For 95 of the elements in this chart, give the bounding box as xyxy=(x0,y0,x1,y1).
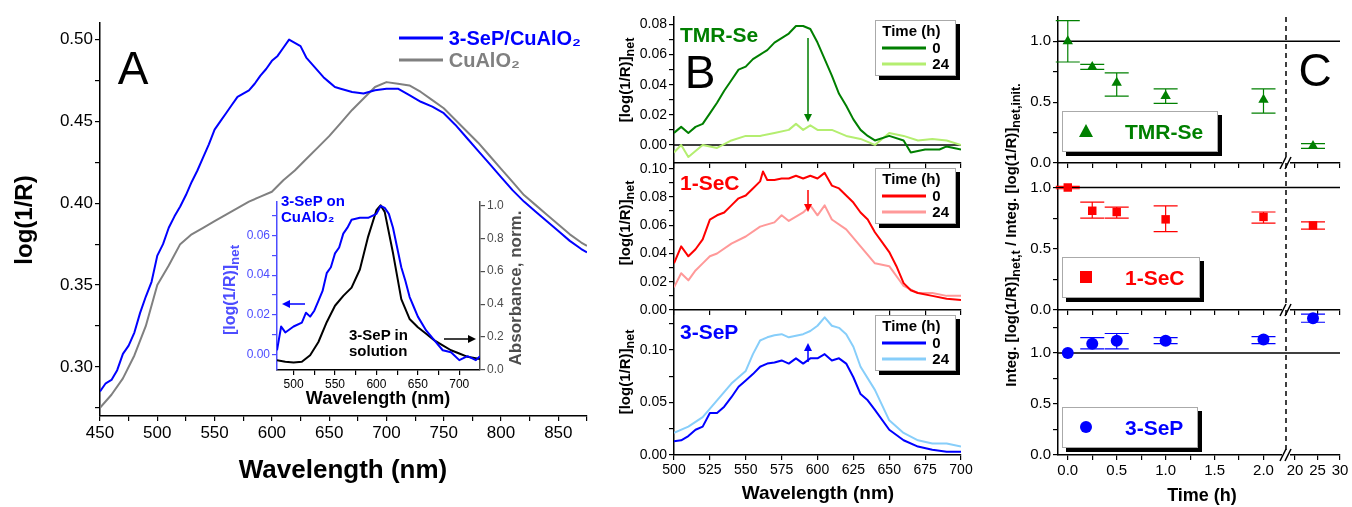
chart-title: TMR-Se xyxy=(680,23,759,47)
y-tick-label: 0.04 xyxy=(639,244,668,261)
legend-label: 3-SeP xyxy=(1125,415,1184,439)
y-axis-title: log(1/R) xyxy=(10,175,38,265)
y-tick-label: 0.00 xyxy=(639,445,668,462)
legend-label: 24 xyxy=(932,203,949,221)
y-tick-label: 0.08 xyxy=(639,187,668,204)
x-tick-label: 1.0 xyxy=(1155,461,1177,479)
legend-label: 0 xyxy=(932,186,941,204)
x-tick-label: 850 xyxy=(544,422,573,442)
y-tick-label: 0.06 xyxy=(639,45,668,62)
y-tick-label: 0.35 xyxy=(59,274,93,294)
legend-label: TMR-Se xyxy=(1125,119,1204,143)
y-tick-label: 0.10 xyxy=(639,340,668,357)
annotation: B xyxy=(684,45,716,98)
legend-label: 3-SeP/CuAlO₂ xyxy=(448,27,581,49)
y-tick-label: 0.05 xyxy=(639,393,668,410)
point xyxy=(1161,215,1170,224)
x-tick-label: 600 xyxy=(805,461,830,478)
x-tick-label: 2.0 xyxy=(1253,461,1274,479)
x-tick-label: 700 xyxy=(449,376,470,391)
y2-axis-title: Absorbance, norm. xyxy=(506,210,526,366)
y-tick-label: 0.0 xyxy=(1030,153,1051,171)
legend-label: CuAlO₂ xyxy=(448,49,520,71)
x-axis-title: Time (h) xyxy=(1167,484,1237,505)
annotation: C xyxy=(1298,43,1332,96)
series-label: 3-SeP on CuAlO₂ xyxy=(281,192,346,225)
x-tick-label: 700 xyxy=(949,461,973,478)
x-tick-label: 500 xyxy=(283,376,304,391)
y-tick-label: 0.00 xyxy=(639,300,668,317)
y-tick-label: 0.04 xyxy=(246,267,271,282)
x-tick-label: 1.5 xyxy=(1204,461,1225,479)
legend-label: 0 xyxy=(932,333,941,351)
y-tick-label: 0.45 xyxy=(59,111,93,131)
y2-tick-label: 1.0 xyxy=(487,197,505,212)
series-label: 3-SeP in solution xyxy=(349,326,409,359)
x-tick-label: 700 xyxy=(372,422,401,442)
legend-label: 24 xyxy=(932,55,949,73)
y-tick-label: 0.0 xyxy=(1030,300,1051,318)
y-tick-label: 0.40 xyxy=(59,192,93,212)
x-tick-label: 550 xyxy=(734,461,758,478)
legend-title: Time (h) xyxy=(882,22,942,40)
y2-tick-label: 0.0 xyxy=(487,362,505,377)
y2-tick-label: 0.8 xyxy=(487,230,505,245)
y-tick-label: 0.5 xyxy=(1030,92,1051,110)
x-tick-label: 525 xyxy=(698,461,722,478)
y-tick-label: 0.08 xyxy=(639,15,668,32)
x-tick-label: 20 xyxy=(1286,461,1304,479)
x-tick-label: 0.0 xyxy=(1057,461,1079,479)
x-tick-label: 25 xyxy=(1309,461,1326,479)
y-tick-label: 0.50 xyxy=(59,29,93,49)
y-tick-label: 0.02 xyxy=(639,105,668,122)
y-tick-label: 0.0 xyxy=(1030,445,1051,463)
y-tick-label: 1.0 xyxy=(1030,177,1051,195)
y-tick-label: 1.0 xyxy=(1030,31,1051,49)
text: 3-SeP xyxy=(680,320,739,344)
y2-tick-label: 0.6 xyxy=(487,263,505,278)
x-axis-title: Wavelength (nm) xyxy=(741,482,895,504)
y-tick-label: 0.5 xyxy=(1030,394,1051,412)
legend-title: Time (h) xyxy=(882,170,942,188)
chart-title: 1-SeC xyxy=(680,171,740,195)
x-tick-label: 675 xyxy=(913,461,938,478)
x-tick-label: 650 xyxy=(877,461,902,478)
y2-tick-label: 0.2 xyxy=(487,329,505,344)
y-tick-label: 0.04 xyxy=(639,75,668,92)
x-axis-title: Wavelength (nm) xyxy=(238,454,448,485)
x-tick-label: 625 xyxy=(841,461,866,478)
x-tick-label: 450 xyxy=(85,422,115,442)
legend-label: 1-SeC xyxy=(1125,265,1185,289)
x-tick-label: 550 xyxy=(200,422,229,442)
y-tick-label: 0.06 xyxy=(639,216,668,233)
legend-label: 24 xyxy=(932,350,949,368)
x-tick-label: 650 xyxy=(314,422,344,442)
y-tick-label: 0.30 xyxy=(59,356,93,376)
x-tick-label: 800 xyxy=(486,422,516,442)
legend-label: 0 xyxy=(932,38,941,56)
x-tick-label: 30 xyxy=(1331,461,1349,479)
x-tick-label: 500 xyxy=(143,422,172,442)
x-tick-label: 600 xyxy=(257,422,287,442)
y-tick-label: 0.02 xyxy=(246,306,271,321)
annotation: A xyxy=(117,41,149,94)
y-tick-label: 0.10 xyxy=(639,159,668,176)
x-tick-label: 500 xyxy=(662,461,686,478)
x-tick-label: 750 xyxy=(429,422,458,442)
y2-tick-label: 0.4 xyxy=(487,296,505,311)
x-tick-label: 0.5 xyxy=(1106,461,1128,479)
y-tick-label: 0.02 xyxy=(639,272,668,289)
legend-title: Time (h) xyxy=(882,317,942,335)
y-tick-label: 0.00 xyxy=(246,346,271,361)
y-tick-label: 0.06 xyxy=(246,227,271,242)
y-tick-label: 0.5 xyxy=(1030,238,1051,256)
x-tick-label: 575 xyxy=(769,461,794,478)
point xyxy=(1061,346,1074,359)
y-tick-label: 1.0 xyxy=(1030,343,1051,361)
y-tick-label: 0.00 xyxy=(639,135,668,152)
